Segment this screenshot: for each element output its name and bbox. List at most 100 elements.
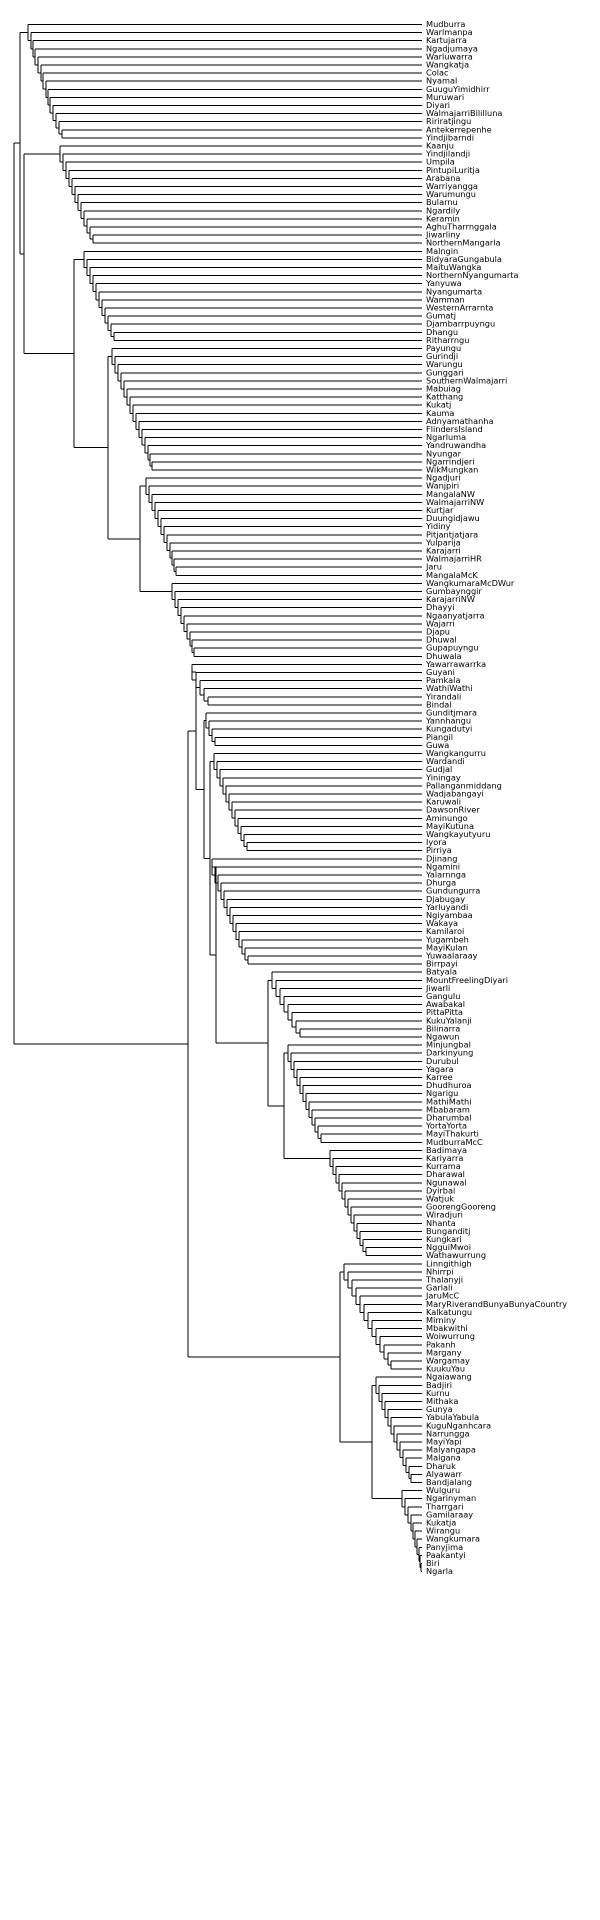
tip-label: Wajarri xyxy=(426,618,455,628)
tip-label: Dyirbal xyxy=(426,1185,455,1195)
tip-label: PittaPitta xyxy=(426,1007,463,1017)
tip-label: Wamman xyxy=(426,294,465,304)
tip-label: Dhayyi xyxy=(426,602,454,612)
tip-label: Mirniny xyxy=(426,1315,456,1325)
tip-label: Yannhangu xyxy=(425,716,471,726)
tip-label: Yidiny xyxy=(425,521,451,531)
tip-label: Iyora xyxy=(426,837,447,847)
tip-label: WalmajarriHR xyxy=(426,554,482,564)
tip-label: Kungadutyi xyxy=(426,724,472,734)
tip-label: Karuwali xyxy=(426,797,461,807)
tip-label: Ngadjuri xyxy=(426,473,461,483)
tip-label: Kungkari xyxy=(426,1234,462,1244)
tip-label: KuguNganhcara xyxy=(426,1420,491,1430)
tip-label: Garlali xyxy=(426,1283,453,1293)
tip-label: Awabakal xyxy=(426,999,465,1009)
tip-label: Margany xyxy=(426,1347,462,1357)
tip-label: Bilinarra xyxy=(426,1023,460,1033)
tip-label: Djinang xyxy=(426,853,457,863)
tip-label: JaruMcC xyxy=(425,1291,460,1301)
tip-label: Nhirrpi xyxy=(426,1266,454,1276)
tip-label: WalmajarriNW xyxy=(426,497,484,507)
tip-label: Aminungo xyxy=(426,813,468,823)
tip-label: Ngaiawang xyxy=(426,1372,472,1382)
tip-label: Birrpayi xyxy=(426,959,458,969)
tip-label: Gangulu xyxy=(426,991,460,1001)
tip-label: Yuwaalaraay xyxy=(425,951,478,961)
tip-label: Payungu xyxy=(426,343,461,353)
tip-label: Guyani xyxy=(426,667,455,677)
tip-label: Kukatja xyxy=(426,1518,456,1528)
tip-label: Yanyuwa xyxy=(425,278,462,288)
tip-label: Ngarluma xyxy=(426,432,466,442)
tip-label: Dhangu xyxy=(426,327,458,337)
tip-label: BidyaraGungabula xyxy=(426,254,502,264)
tip-label: Dhuwal xyxy=(426,635,457,645)
tip-label: Woiwurrung xyxy=(426,1331,475,1341)
tip-label: Yulparija xyxy=(425,537,461,547)
tree-branches xyxy=(13,24,422,1573)
tip-label: Dharawal xyxy=(426,1169,465,1179)
tip-label: GoorengGooreng xyxy=(426,1202,496,1212)
tip-label: Wardandi xyxy=(426,756,465,766)
tip-label: Bindal xyxy=(426,699,452,709)
tip-label: Wulguru xyxy=(426,1485,460,1495)
tip-label: MudburraMcC xyxy=(426,1137,483,1147)
tip-label: MangalaMcK xyxy=(426,570,478,580)
tip-label: Wargamay xyxy=(426,1356,470,1366)
tip-label: Ngiyambaa xyxy=(426,910,473,920)
tip-label: Kurnu xyxy=(426,1388,450,1398)
tip-label: MaryRiverandBunyaBunyaCountry xyxy=(426,1299,567,1309)
tip-label: Ngadjumaya xyxy=(426,43,478,53)
tip-label: Keramin xyxy=(426,213,460,223)
tip-label: Ngaanyatjarra xyxy=(426,610,485,620)
tip-label: Malyangapa xyxy=(426,1445,476,1455)
tip-label: Kaanju xyxy=(426,141,454,151)
tip-label: Kariyarra xyxy=(426,1153,463,1163)
tip-label: Gundungurra xyxy=(426,886,480,896)
tip-label: Batyala xyxy=(426,967,457,977)
tip-label: Dhuwala xyxy=(426,651,462,661)
tip-label: Ririratjingu xyxy=(426,116,471,126)
tip-label: Ngarla xyxy=(426,1566,453,1576)
tip-label: Pitjantjatjara xyxy=(426,529,478,539)
tip-label: Gunggari xyxy=(426,367,464,377)
tip-label: NorthernNyangumarta xyxy=(426,270,519,280)
tip-label: Malgana xyxy=(426,1453,461,1463)
tip-label: KukuYalanji xyxy=(426,1015,472,1025)
tip-label: Yawarrawarrka xyxy=(425,659,486,669)
tip-label: Gudjal xyxy=(426,764,452,774)
tip-label: Yarluyandi xyxy=(425,902,468,912)
tip-label: Ngunawal xyxy=(426,1177,467,1187)
tip-label: WesternArrarnta xyxy=(426,303,493,313)
tip-label: Kamilaroi xyxy=(426,926,464,936)
tip-label: Yirandali xyxy=(425,691,461,701)
tip-label: Colac xyxy=(426,68,449,78)
tip-label: Dhurga xyxy=(426,878,456,888)
tip-label: Ngarrindjeri xyxy=(426,456,475,466)
tip-label: FlindersIsland xyxy=(426,424,483,434)
tip-label: Jaru xyxy=(425,562,442,572)
tip-label: Katthang xyxy=(426,392,463,402)
tip-label: Piangil xyxy=(426,732,453,742)
tip-label: Djapu xyxy=(426,627,450,637)
tip-label: Darkinyung xyxy=(426,1048,473,1058)
tip-label: Gumatj xyxy=(426,311,456,321)
tip-label: DawsonRiver xyxy=(426,805,480,815)
tip-label: Warumungu xyxy=(426,189,476,199)
tip-label: Wirangu xyxy=(426,1526,460,1536)
tip-label: Pakanh xyxy=(426,1339,456,1349)
tip-label: WathiWathi xyxy=(426,683,473,693)
tip-label: Ritharrngu xyxy=(426,335,469,345)
tip-label: MayiKulan xyxy=(426,942,468,952)
tip-label: MayiThakurti xyxy=(426,1129,479,1139)
tip-label: Ngarigu xyxy=(426,1088,458,1098)
tip-label: MayiYapi xyxy=(426,1437,462,1447)
tip-label: Warungu xyxy=(426,359,463,369)
tip-label: Dhudhuroa xyxy=(426,1080,471,1090)
tip-label: Gumbaynggir xyxy=(426,586,482,596)
tip-label: Guwa xyxy=(426,740,449,750)
tip-label: Linngithigh xyxy=(426,1258,472,1268)
tip-label: Diyari xyxy=(426,100,450,110)
tip-label: Badimaya xyxy=(426,1145,467,1155)
